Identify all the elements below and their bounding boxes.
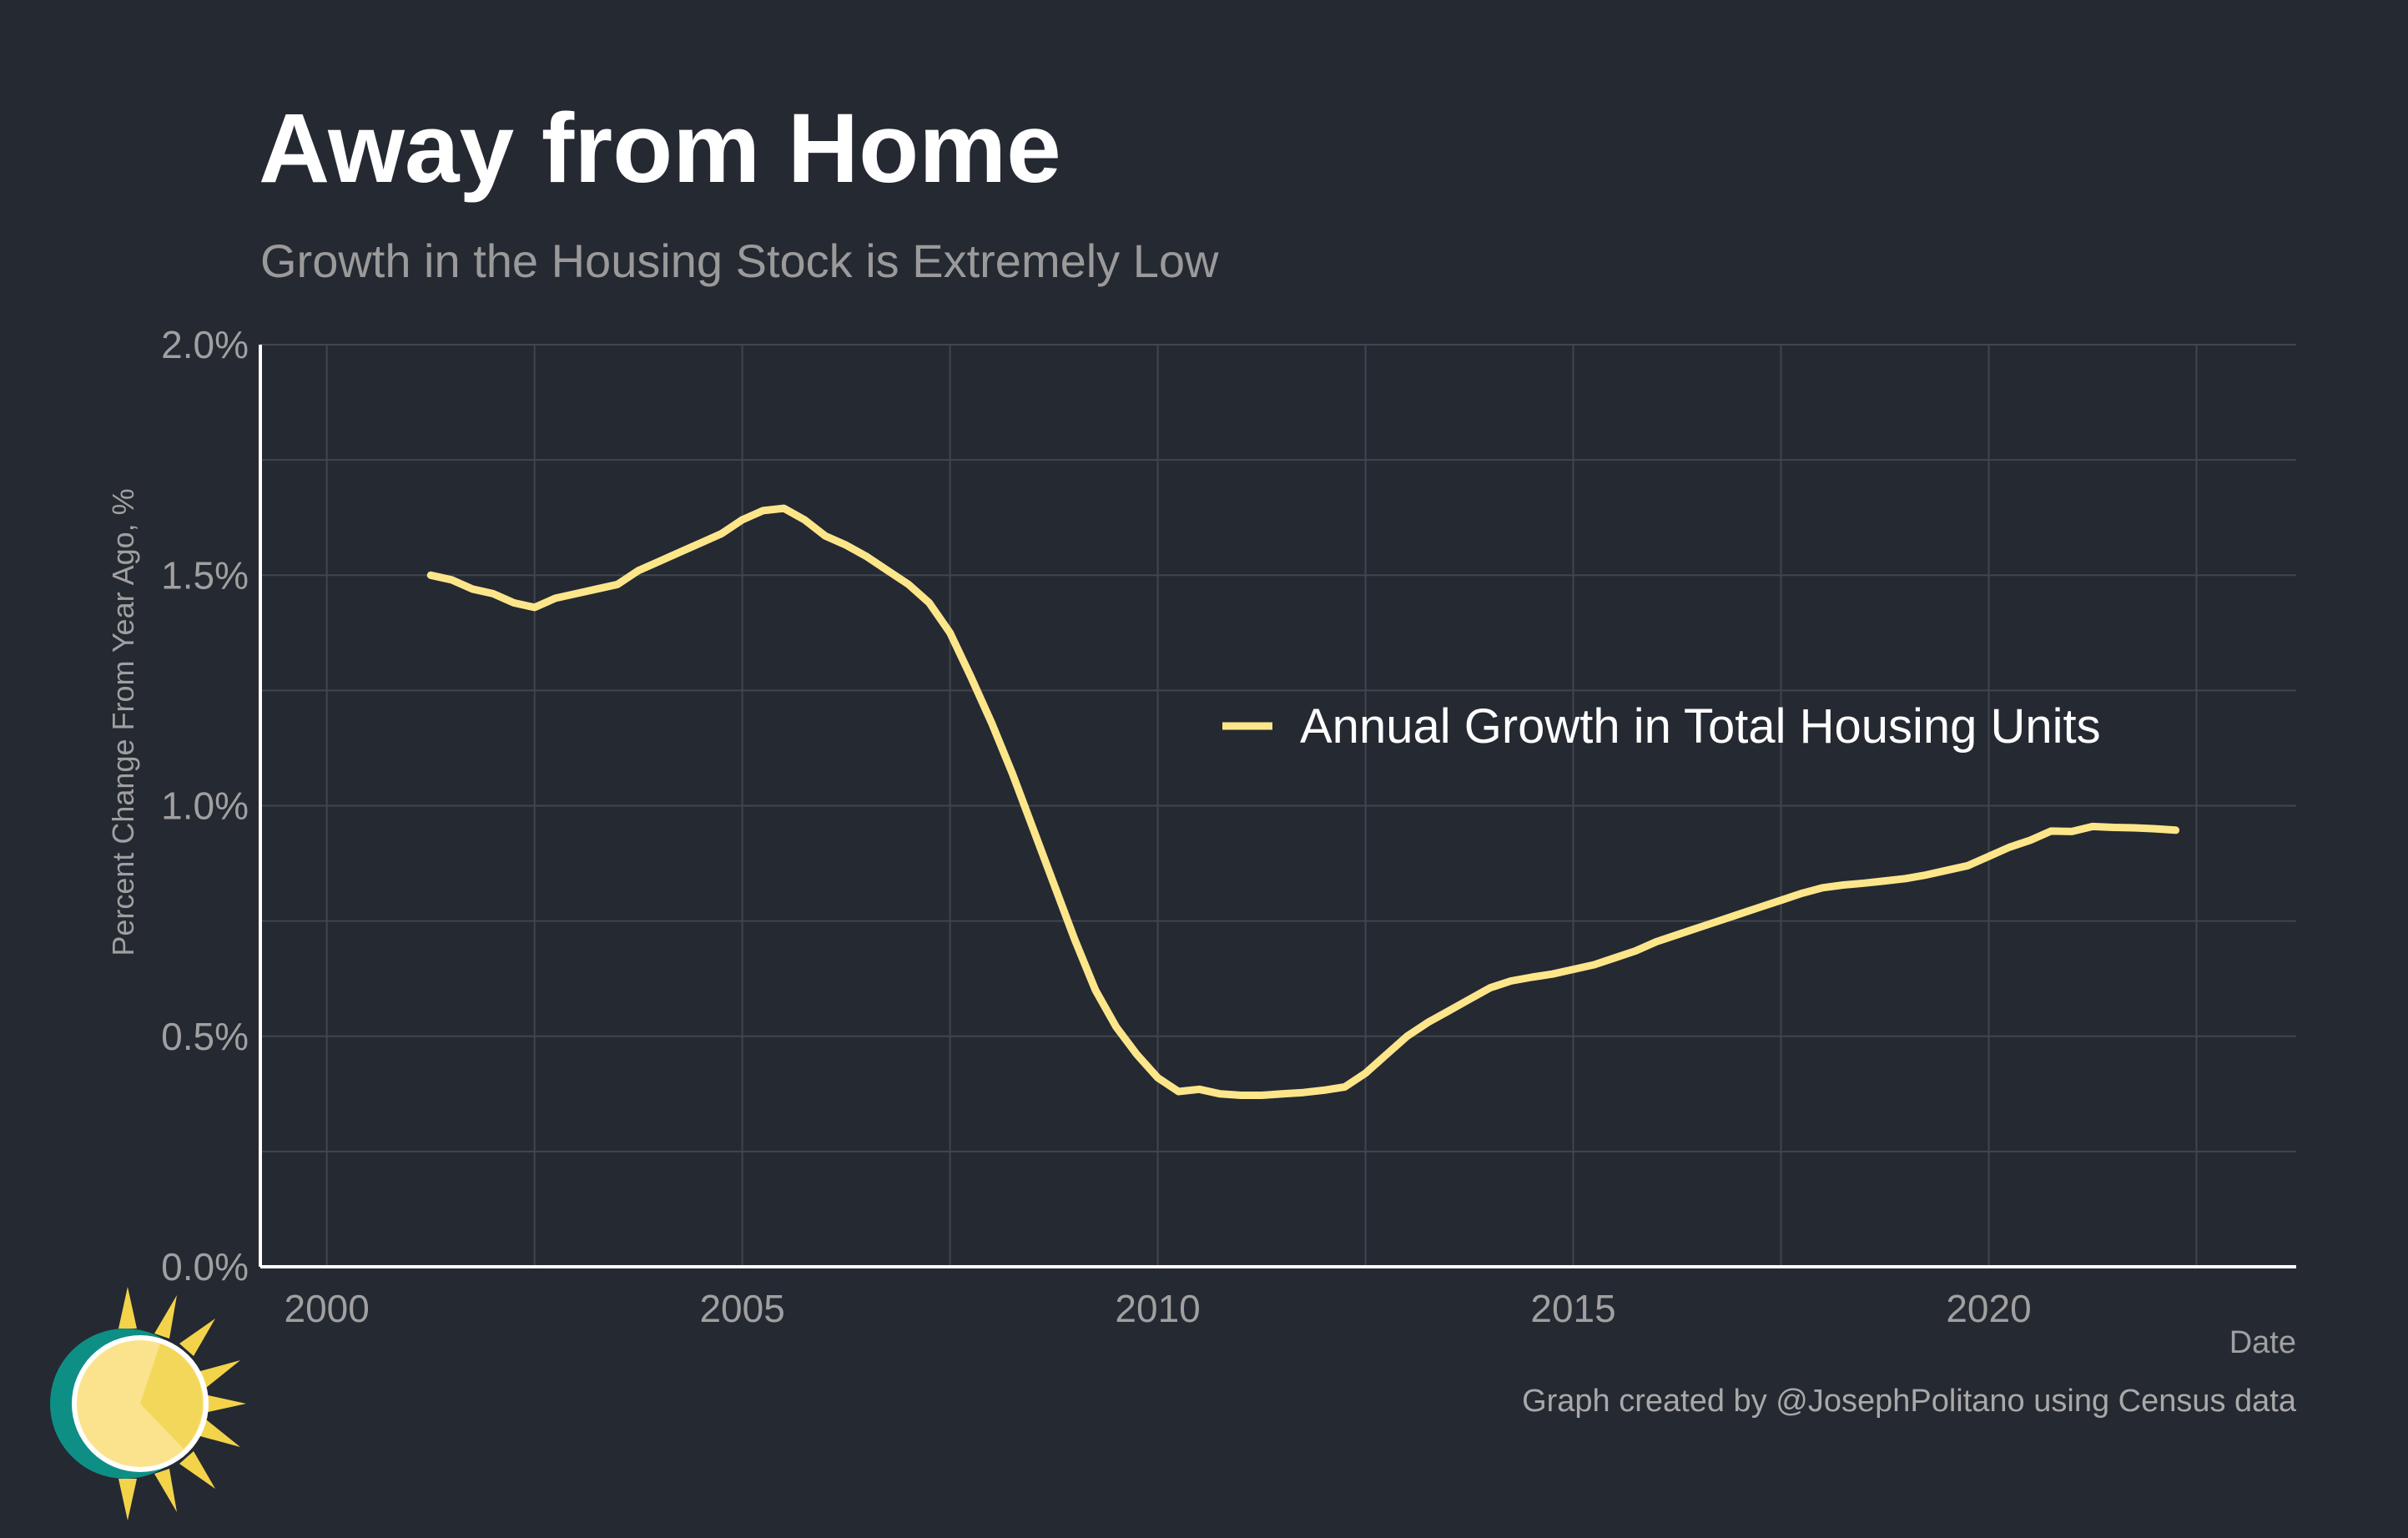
legend: Annual Growth in Total Housing Units (1222, 699, 2101, 754)
grid-lines (260, 344, 2296, 1268)
chart-title: Away from Home (259, 93, 1061, 204)
y-tick-label: 1.5% (161, 553, 249, 597)
axes: 0.0% 0.5% 1.0% 1.5% 2.0% 2000 2005 2010 2015 2020… (106, 323, 2296, 1360)
sun-logo-icon (50, 1287, 246, 1520)
x-tick-label: 2010 (1115, 1287, 1200, 1330)
legend-label: Annual Growth in Total Housing Units (1300, 699, 2101, 754)
y-tick-label: 2.0% (161, 323, 249, 366)
x-tick-label: 2000 (285, 1287, 370, 1330)
series-layer (426, 504, 2180, 1099)
y-tick-label: 0.0% (161, 1245, 249, 1288)
y-tick-label: 0.5% (161, 1015, 249, 1058)
x-tick-label: 2015 (1530, 1287, 1615, 1330)
x-axis-title: Date (2229, 1325, 2296, 1360)
series-line (426, 504, 2180, 1099)
y-tick-label: 1.0% (161, 784, 249, 828)
x-tick-label: 2020 (1946, 1287, 2031, 1330)
chart-subtitle: Growth in the Housing Stock is Extremely… (260, 234, 1219, 287)
y-axis-title: Percent Change From Year Ago, % (106, 488, 140, 956)
source-caption: Graph created by @JosephPolitano using C… (1522, 1384, 2296, 1419)
x-tick-label: 2005 (699, 1287, 784, 1330)
